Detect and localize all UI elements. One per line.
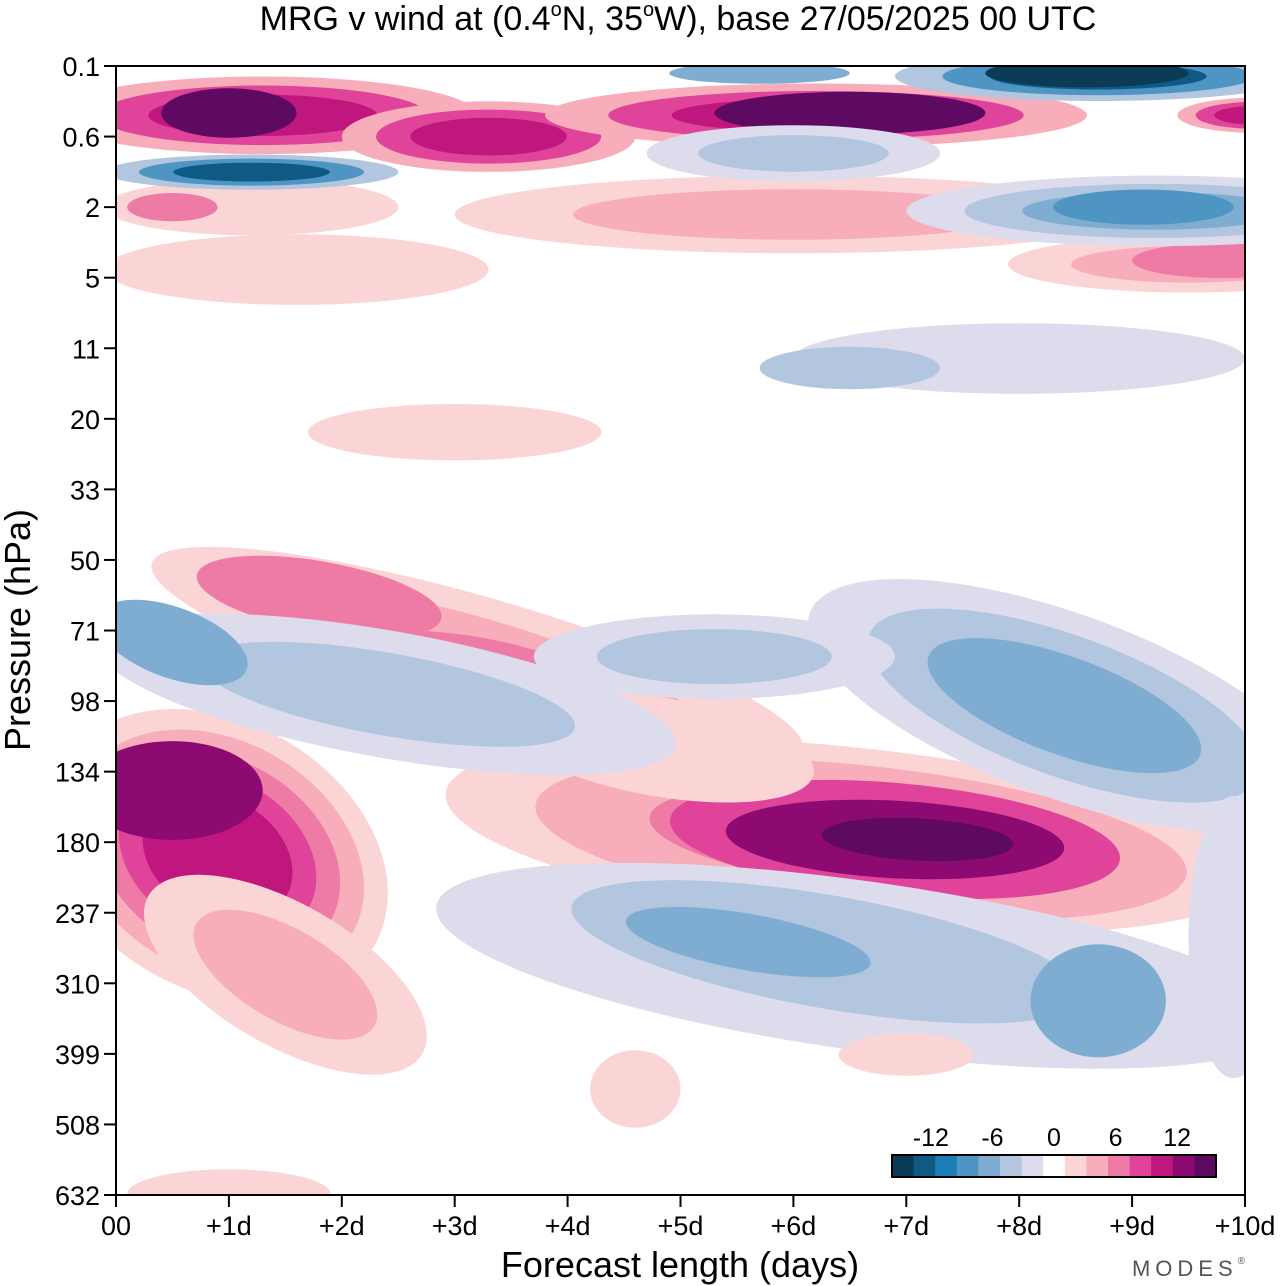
y-tick-label: 11 — [72, 334, 100, 364]
colorbar-swatch — [1108, 1155, 1131, 1177]
plot-area — [116, 66, 1245, 1195]
colorbar-swatch — [1172, 1155, 1195, 1177]
y-tick-label: 399 — [55, 1040, 100, 1070]
colorbar-swatch — [913, 1155, 936, 1177]
colorbar-frame — [891, 1154, 1217, 1178]
negative-contour-fill — [173, 162, 330, 182]
colorbar-swatch — [935, 1155, 958, 1177]
negative-contour-fill — [985, 66, 1189, 88]
colorbar-swatch — [956, 1155, 979, 1177]
title-sup-1: o — [551, 0, 562, 21]
positive-contour-fill — [307, 404, 602, 461]
positive-contour-fill — [116, 178, 399, 236]
y-tick-label: 632 — [55, 1181, 100, 1211]
y-tick-label: 33 — [70, 475, 100, 505]
y-tick-label: 5 — [85, 264, 100, 294]
positive-contour-fill — [193, 909, 378, 1040]
colorbar: -12 -6 0 6 12 — [891, 1124, 1217, 1178]
negative-contour-fill — [698, 135, 889, 172]
x-tick-label: +1d — [206, 1211, 252, 1241]
y-axis-label: Pressure (hPa) — [0, 509, 38, 751]
positive-contour-fill — [410, 117, 567, 156]
y-tick-label: 237 — [55, 899, 100, 929]
colorbar-swatch — [1194, 1155, 1217, 1177]
title-sup-2: o — [643, 0, 654, 21]
title-part-2: N, 35 — [562, 0, 643, 38]
negative-contour-fill — [597, 629, 832, 685]
x-tick-label: +8d — [996, 1211, 1042, 1241]
x-tick-label: +3d — [432, 1211, 478, 1241]
x-axis: 00 +1d +2d +3d +4d +5d +6d +7d +8d +9d +10d — [101, 1195, 1275, 1241]
negative-contour-fill — [927, 638, 1202, 774]
colorbar-swatch — [1151, 1155, 1174, 1177]
y-tick-label: 0.6 — [62, 123, 100, 153]
negative-contour-fill — [1053, 189, 1234, 225]
positive-contour-fill — [1214, 106, 1245, 125]
y-tick-label: 71 — [70, 617, 100, 647]
y-tick-label: 508 — [55, 1110, 100, 1140]
colorbar-swatch — [1021, 1155, 1044, 1177]
positive-contour-fill — [161, 88, 297, 138]
negative-contour-fill — [116, 599, 248, 686]
x-tick-label: +5d — [658, 1211, 704, 1241]
x-tick-label: +7d — [883, 1211, 929, 1241]
title-part-1: MRG v wind at (0.4 — [260, 0, 551, 38]
negative-contour-fill — [759, 346, 941, 390]
y-tick-label: 2 — [85, 193, 100, 223]
colorbar-tick-label: 6 — [1109, 1124, 1123, 1152]
positive-contour-fill — [821, 817, 1014, 862]
x-tick-label: +4d — [545, 1211, 591, 1241]
watermark: MODES® — [1132, 1256, 1250, 1281]
colorbar-tick-label: -6 — [981, 1124, 1003, 1152]
negative-contour-fill — [669, 66, 850, 84]
colorbar-swatch — [1064, 1155, 1087, 1177]
colorbar-swatch — [1129, 1155, 1152, 1177]
positive-contour-fill — [127, 1169, 331, 1195]
y-axis: 0.1 0.6 2 5 11 20 33 50 71 98 134 180 237 310 399 508 63… — [55, 52, 116, 1211]
colorbar-swatch — [978, 1155, 1001, 1177]
x-tick-label: +9d — [1109, 1211, 1155, 1241]
positive-contour-fill — [1132, 242, 1245, 279]
title-part-3: W), base 27/05/2025 00 UTC — [654, 0, 1096, 38]
positive-contour-fill — [116, 234, 489, 305]
colorbar-tick-label: 0 — [1047, 1124, 1061, 1152]
positive-contour-fill — [838, 1033, 974, 1076]
y-tick-label: 134 — [55, 758, 100, 788]
colorbar-swatch — [1086, 1155, 1109, 1177]
colorbar-swatch — [1000, 1155, 1023, 1177]
positive-contour-fill — [573, 189, 1014, 240]
negative-contour-fill — [1188, 796, 1245, 1079]
positive-contour-fill — [116, 741, 263, 840]
y-tick-label: 310 — [55, 969, 100, 999]
y-tick-label: 0.1 — [62, 52, 100, 82]
chart-title: MRG v wind at (0.4oN, 35oW), base 27/05/… — [260, 0, 1097, 38]
colorbar-tick-label: 12 — [1163, 1124, 1191, 1152]
negative-contour-fill — [1030, 944, 1166, 1058]
y-tick-label: 98 — [70, 687, 100, 717]
negative-contour-fill — [625, 906, 871, 978]
x-tick-label: +2d — [319, 1211, 365, 1241]
positive-contour-fill — [127, 193, 218, 222]
positive-contour-fill — [714, 91, 986, 135]
y-tick-label: 20 — [70, 405, 100, 435]
watermark-mark: ® — [1238, 1256, 1250, 1267]
y-tick-label: 180 — [55, 828, 100, 858]
contour-fills — [116, 66, 1245, 1195]
watermark-text: MODES — [1132, 1256, 1238, 1281]
colorbar-swatch — [1043, 1155, 1066, 1177]
positive-contour-fill — [590, 1050, 681, 1128]
x-tick-label: +6d — [770, 1211, 816, 1241]
x-tick-label: 00 — [101, 1211, 131, 1241]
colorbar-tick-label: -12 — [913, 1124, 949, 1152]
colorbar-swatch — [892, 1155, 915, 1177]
x-tick-label: +10d — [1215, 1211, 1276, 1241]
negative-contour-fill — [198, 641, 576, 747]
x-axis-label: Forecast length (days) — [501, 1244, 859, 1285]
y-tick-label: 50 — [70, 546, 100, 576]
